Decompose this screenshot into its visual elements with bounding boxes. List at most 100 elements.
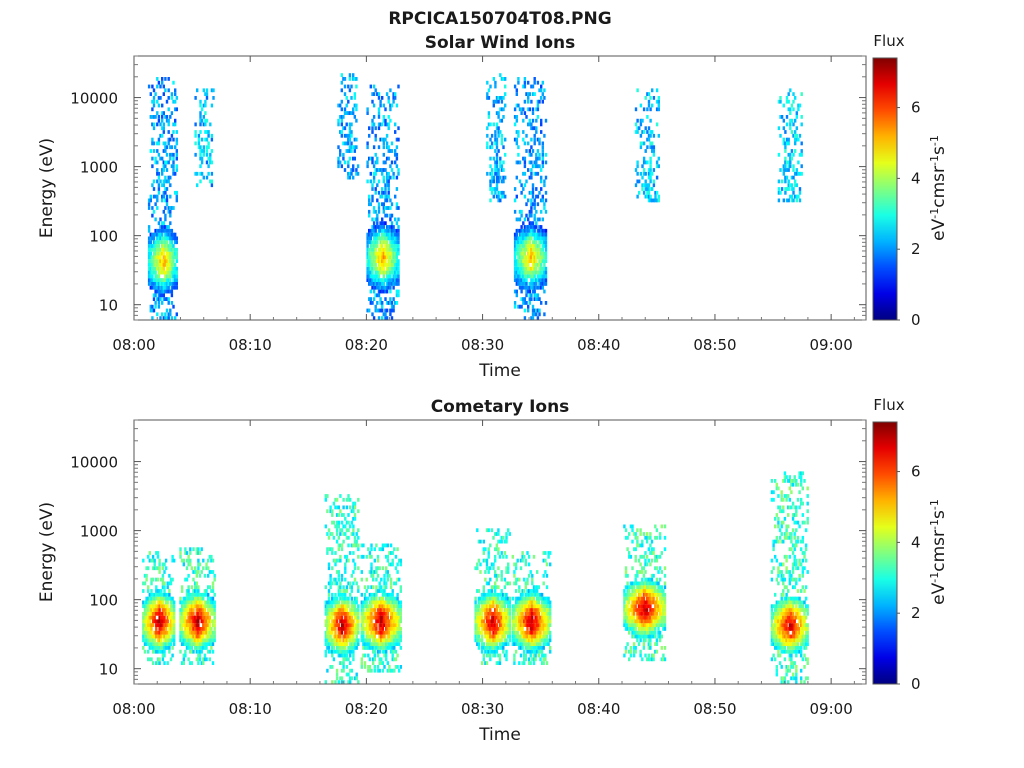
heatmap-cell: [476, 589, 479, 593]
heatmap-cell: [515, 247, 518, 252]
heatmap-cell: [385, 570, 388, 574]
heatmap-cell: [324, 497, 327, 502]
heatmap-cell: [164, 198, 167, 203]
heatmap-cell: [540, 240, 543, 245]
heatmap-cell: [349, 619, 352, 624]
heatmap-cell: [379, 240, 382, 245]
heatmap-cell: [798, 171, 802, 176]
heatmap-cell: [368, 308, 371, 313]
heatmap-cell: [486, 145, 489, 150]
heatmap-cell: [175, 141, 178, 146]
heatmap-cell: [777, 152, 781, 157]
heatmap-cell: [792, 164, 795, 169]
heatmap-cell: [538, 190, 541, 195]
heatmap-cell: [794, 171, 797, 176]
heatmap-cell: [497, 634, 500, 639]
heatmap-cell: [389, 301, 392, 305]
heatmap-cell: [379, 236, 382, 241]
heatmap-cell: [205, 638, 208, 643]
heatmap-cell: [187, 623, 190, 627]
heatmap-cell: [379, 289, 382, 294]
heatmap-cell: [474, 596, 477, 601]
heatmap-cell: [156, 634, 160, 639]
heatmap-cell: [156, 630, 160, 635]
heatmap-cell: [153, 630, 156, 635]
heatmap-cell: [519, 600, 523, 605]
heatmap-cell: [533, 137, 536, 142]
heatmap-cell: [210, 179, 214, 184]
heatmap-cell: [518, 251, 522, 256]
heatmap-cell: [531, 634, 534, 639]
heatmap-cell: [175, 278, 178, 282]
heatmap-cell: [543, 96, 546, 100]
heatmap-cell: [540, 118, 543, 123]
heatmap-cell: [190, 600, 194, 605]
heatmap-cell: [157, 137, 161, 142]
heatmap-cell: [194, 152, 197, 157]
heatmap-cell: [149, 244, 152, 248]
heatmap-cell: [368, 228, 371, 233]
heatmap-cell: [371, 130, 374, 134]
heatmap-cell: [147, 627, 150, 631]
heatmap-cell: [334, 642, 337, 646]
heatmap-cell: [396, 608, 399, 612]
heatmap-cell: [388, 592, 391, 597]
heatmap-cell: [207, 630, 210, 635]
heatmap-cell: [394, 270, 397, 275]
heatmap-cell: [376, 240, 379, 245]
heatmap-cell: [545, 573, 549, 578]
heatmap-cell: [531, 312, 535, 317]
heatmap-cell: [495, 183, 499, 188]
heatmap-cell: [199, 103, 202, 108]
heatmap-cell: [180, 634, 184, 639]
heatmap-cell: [651, 130, 654, 134]
heatmap-cell: [540, 179, 543, 184]
heatmap-cell: [395, 274, 399, 279]
heatmap-cell: [329, 649, 332, 654]
heatmap-cell: [490, 627, 494, 631]
heatmap-cell: [389, 206, 392, 210]
heatmap-cell: [779, 168, 782, 172]
heatmap-cell: [200, 570, 203, 574]
heatmap-cell: [372, 206, 376, 210]
heatmap-cell: [492, 562, 495, 567]
heatmap-cell: [536, 630, 539, 635]
heatmap-cell: [152, 115, 156, 119]
heatmap-cell: [381, 543, 385, 548]
heatmap-cell: [383, 665, 386, 669]
heatmap-cell: [495, 126, 499, 131]
heatmap-cell: [370, 600, 373, 605]
heatmap-cell: [378, 661, 381, 665]
heatmap-cell: [213, 600, 216, 605]
heatmap-cell: [531, 266, 535, 271]
heatmap-cell: [523, 251, 527, 256]
colorbar-tick-label: 0: [911, 311, 921, 329]
heatmap-cell: [531, 111, 535, 115]
heatmap-cell: [487, 528, 490, 533]
heatmap-cell: [513, 259, 517, 263]
heatmap-cell: [395, 156, 399, 161]
heatmap-cell: [499, 156, 502, 161]
heatmap-cell: [156, 149, 159, 153]
heatmap-cell: [202, 646, 205, 650]
heatmap-cell: [522, 270, 525, 275]
heatmap-cell: [324, 611, 327, 616]
heatmap-cell: [345, 649, 349, 654]
heatmap-cell: [525, 92, 528, 96]
heatmap-cell: [535, 221, 538, 226]
heatmap-cell: [532, 627, 536, 631]
heatmap-cell: [387, 156, 390, 161]
heatmap-cell: [380, 596, 383, 601]
heatmap-cell: [329, 573, 332, 578]
heatmap-cell: [355, 619, 358, 624]
heatmap-cell: [487, 600, 490, 605]
heatmap-cell: [523, 244, 527, 248]
heatmap-cell: [517, 145, 520, 150]
heatmap-cell: [385, 251, 389, 256]
heatmap-cell: [547, 554, 550, 559]
heatmap-cell: [511, 642, 514, 646]
heatmap-cell: [179, 611, 182, 616]
heatmap-cell: [383, 615, 386, 620]
heatmap-cell: [484, 661, 487, 665]
heatmap-cell: [798, 187, 802, 191]
